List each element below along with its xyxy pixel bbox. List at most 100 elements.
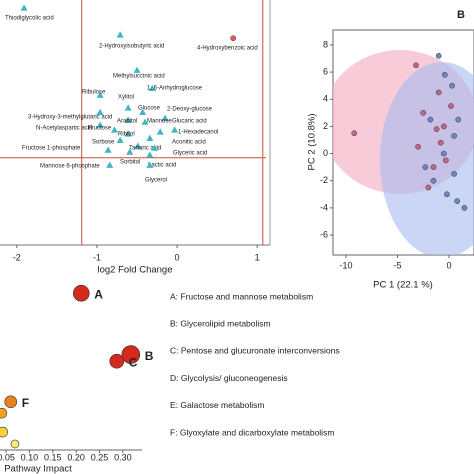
point-label: Ribulose xyxy=(82,90,106,96)
point-label: Aconitic acid xyxy=(172,140,206,146)
ellipses xyxy=(333,50,474,255)
x-axis-title: log2 Fold Change xyxy=(98,265,173,276)
point xyxy=(124,116,132,123)
point-label: 2-Deoxy-glucose xyxy=(167,107,213,113)
point xyxy=(454,198,461,204)
x-axis-title: PC 1 (22.1 %) xyxy=(373,280,433,291)
x-tick-label: -1 xyxy=(93,252,101,262)
annotation: D: Glycolysis/ gluconeogenesis xyxy=(170,373,288,383)
point xyxy=(443,157,449,164)
point xyxy=(146,134,154,141)
point-label: Thiodiglycolic acid xyxy=(5,16,54,22)
y-tick-label: 8 xyxy=(323,39,328,49)
point xyxy=(111,126,119,133)
point-label: C xyxy=(129,355,138,369)
point xyxy=(148,84,156,91)
point-label: Glucaric acid xyxy=(172,119,207,125)
point xyxy=(141,118,149,125)
point xyxy=(156,128,164,135)
point-label: Methylsuccinic acid xyxy=(113,74,165,80)
point xyxy=(455,116,462,123)
point xyxy=(126,148,134,155)
point-label: Sorbitol xyxy=(120,160,140,166)
point-label: 3-Hydroxy-3-methylglutaric acid xyxy=(28,115,112,121)
point xyxy=(440,150,447,157)
point xyxy=(425,184,432,191)
point xyxy=(116,31,124,38)
point xyxy=(451,133,457,139)
point xyxy=(435,52,442,59)
point xyxy=(20,4,28,11)
point-label: Xylitol xyxy=(118,95,134,101)
point xyxy=(0,426,9,438)
x-tick-label: 1 xyxy=(255,252,260,262)
x-tick-label: 0 xyxy=(175,252,180,262)
point xyxy=(442,71,448,78)
point xyxy=(133,66,141,73)
point xyxy=(124,104,132,111)
point-label: B xyxy=(145,349,154,363)
x-tick-label: 0.30 xyxy=(114,452,132,462)
point-label: 4-Hydroxybenzoic acid xyxy=(197,46,258,52)
point xyxy=(435,89,442,96)
point xyxy=(420,109,427,116)
y-axis-title: PC 2 (10.8%) xyxy=(307,113,318,170)
y-tick-label: 0 xyxy=(323,148,328,158)
y-tick-label: -6 xyxy=(320,229,328,239)
point-label: 2-Hydroxyisobutyric acid xyxy=(99,44,164,50)
point xyxy=(444,191,450,198)
point-label: Glyceric acid xyxy=(173,151,207,157)
x-tick-label: -10 xyxy=(339,260,352,270)
point-label: Mannose 6-phosphate xyxy=(40,164,100,170)
point xyxy=(151,144,159,151)
x-tick-label: 0.20 xyxy=(67,452,85,462)
point-label: Tartaric acid xyxy=(129,146,161,152)
y-tick-label: -4 xyxy=(320,202,328,212)
point-label: Ribitol xyxy=(118,132,135,138)
annotation: A: Fructose and mannose metabolism xyxy=(170,291,313,301)
point-label: 1-Hexadecanol xyxy=(178,130,218,136)
point xyxy=(4,395,18,409)
point xyxy=(351,130,358,137)
x-tick-label: 0.10 xyxy=(21,452,39,462)
point xyxy=(96,108,104,116)
x-tick-label: 0 xyxy=(446,260,451,270)
point xyxy=(422,164,429,170)
point-label: 1, 6-Anhydroglucose xyxy=(147,86,203,92)
point xyxy=(146,151,154,158)
point xyxy=(139,108,147,116)
x-tick-label: 0.15 xyxy=(44,452,62,462)
annotation: B: Glycerolipid metabolism xyxy=(170,318,271,328)
point-label: Glycerol xyxy=(145,178,167,184)
point-label: Arabitol xyxy=(117,119,137,125)
point xyxy=(134,142,142,149)
point xyxy=(449,82,455,89)
point xyxy=(430,177,437,184)
point-label: N-Acetylaspartic acid xyxy=(36,126,92,132)
y-tick-label: 6 xyxy=(323,66,328,76)
point xyxy=(96,121,104,128)
point-label: F xyxy=(22,396,29,410)
point xyxy=(427,116,434,123)
point xyxy=(430,164,437,170)
point xyxy=(72,284,90,302)
point xyxy=(451,171,457,177)
point xyxy=(433,126,440,132)
x-tick-label: 0.25 xyxy=(91,452,109,462)
point-label: Fructose xyxy=(88,126,112,132)
point xyxy=(461,205,468,211)
y-tick-label: -2 xyxy=(320,175,328,185)
point-label: Sorbose xyxy=(92,140,115,146)
annotation: E: Galactose metabolism xyxy=(170,400,264,410)
point xyxy=(415,143,421,150)
point xyxy=(230,35,237,42)
annotation: F: Glyoxylate and dicarboxylate metaboli… xyxy=(170,427,334,437)
point-label: A xyxy=(94,287,103,301)
x-tick-label: 0.05 xyxy=(0,452,15,462)
point xyxy=(413,62,419,69)
point xyxy=(124,130,132,137)
point xyxy=(146,161,154,168)
point xyxy=(437,139,444,146)
point xyxy=(440,123,447,130)
